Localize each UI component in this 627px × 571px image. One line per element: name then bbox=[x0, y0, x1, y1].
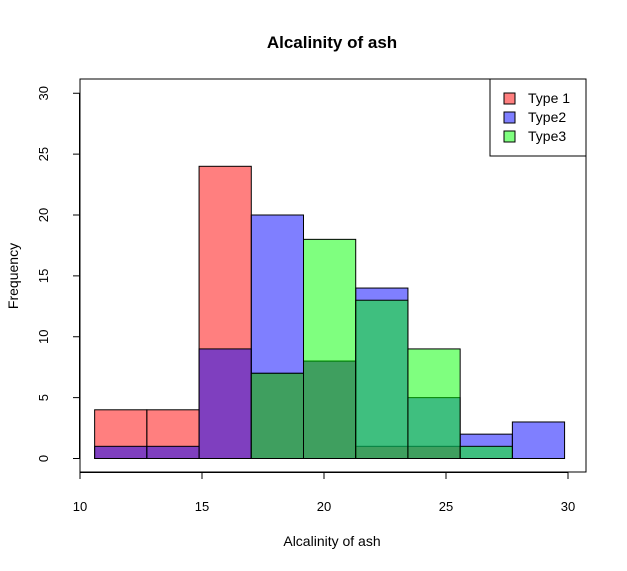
x-tick-label: 25 bbox=[439, 499, 453, 514]
x-tick-label: 30 bbox=[561, 499, 575, 514]
bar-series3-bin8 bbox=[459, 445, 513, 460]
y-tick-label: 5 bbox=[36, 394, 51, 401]
legend-swatch-series1 bbox=[503, 92, 516, 105]
bars-layer bbox=[94, 165, 566, 460]
bar-series3-bin7 bbox=[407, 348, 461, 459]
y-tick-label: 25 bbox=[36, 147, 51, 161]
bar-series2-bin1 bbox=[94, 445, 148, 460]
bar-series2-bin3 bbox=[198, 348, 252, 459]
legend-label-series2: Type2 bbox=[528, 109, 566, 125]
x-axis-label: Alcalinity of ash bbox=[283, 533, 380, 549]
bar-series3-bin5 bbox=[303, 238, 357, 459]
y-axis: 0 5 10 15 20 25 30 bbox=[36, 86, 80, 462]
y-axis-label: Frequency bbox=[5, 243, 21, 309]
y-tick-label: 10 bbox=[36, 330, 51, 344]
legend-label-series1: Type 1 bbox=[528, 90, 570, 106]
bar-series3-bin4 bbox=[250, 372, 305, 459]
x-tick-label: 20 bbox=[317, 499, 331, 514]
y-tick-label: 15 bbox=[36, 269, 51, 283]
legend-swatch-series2 bbox=[503, 111, 516, 124]
chart-title: Alcalinity of ash bbox=[267, 33, 397, 52]
bar-series2-bin2 bbox=[146, 445, 200, 460]
x-tick-label: 15 bbox=[195, 499, 209, 514]
y-tick-label: 20 bbox=[36, 208, 51, 222]
x-axis: 10 15 20 25 30 bbox=[73, 472, 575, 514]
legend-label-series3: Type3 bbox=[528, 128, 566, 144]
bar-series3-bin6 bbox=[355, 299, 409, 459]
x-tick-label: 10 bbox=[73, 499, 87, 514]
legend-swatch-series3 bbox=[503, 130, 516, 143]
legend: Type 1 Type2 Type3 bbox=[489, 78, 587, 157]
y-tick-label: 30 bbox=[36, 86, 51, 100]
bar-series2-bin9 bbox=[511, 421, 566, 460]
y-tick-label: 0 bbox=[36, 455, 51, 462]
